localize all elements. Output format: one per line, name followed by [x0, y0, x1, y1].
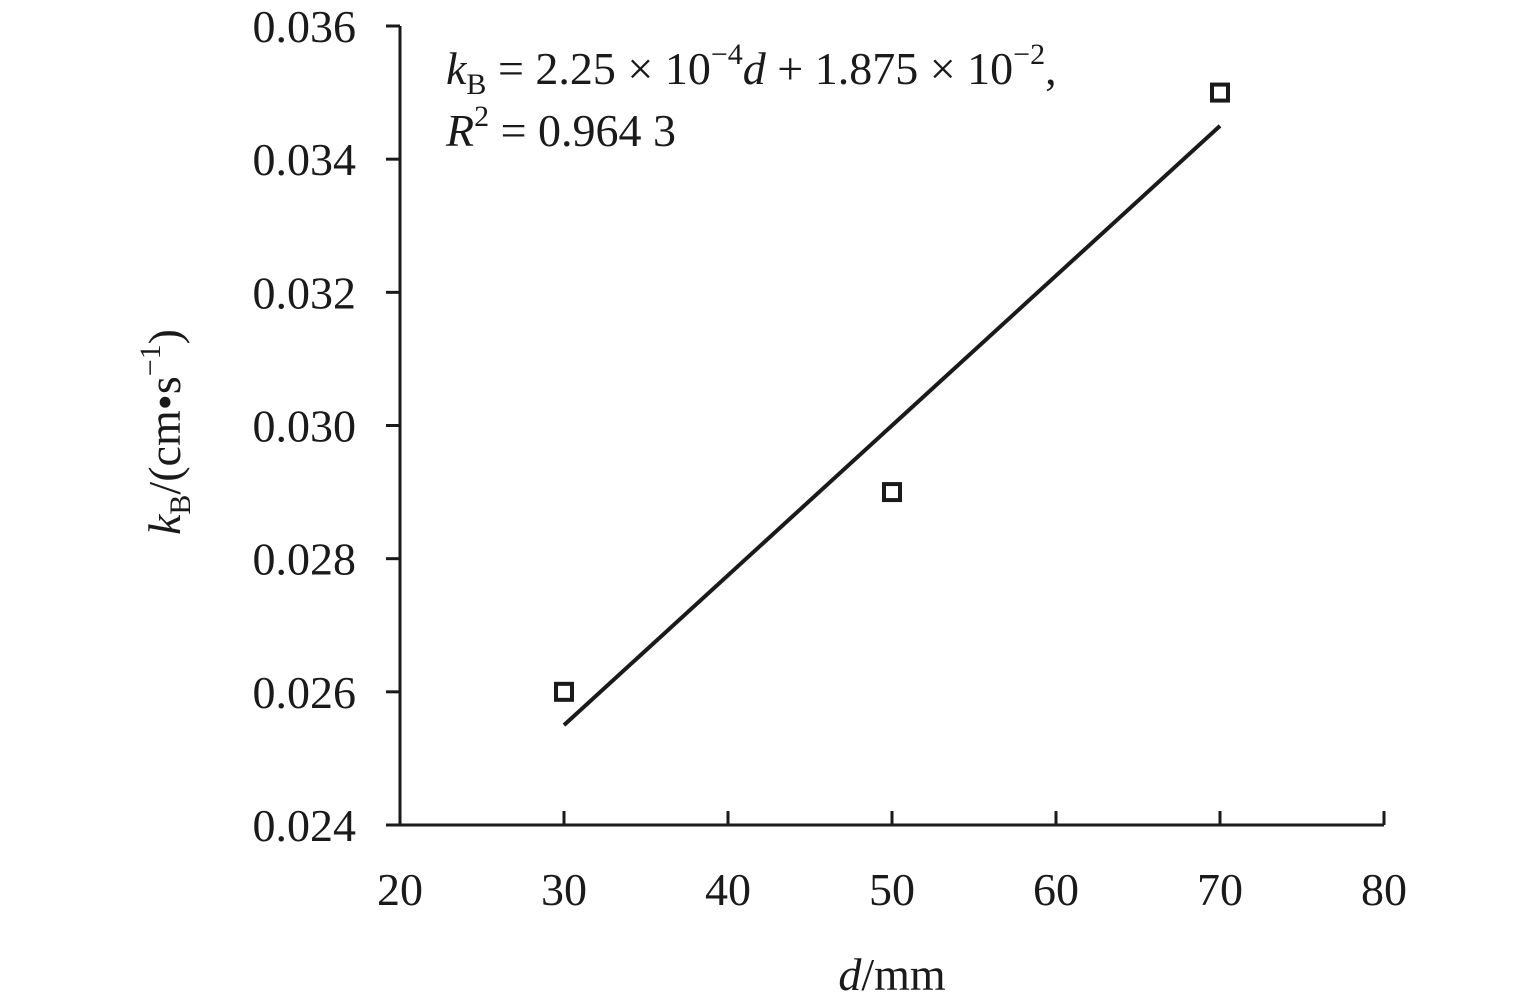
y-tick-label: 0.034: [253, 134, 357, 185]
r2-value: = 0.964 3: [489, 105, 676, 156]
y-tick-label: 0.028: [253, 534, 357, 585]
eq-lhs-var: k: [446, 43, 468, 94]
y-axis-ticks: 0.024 0.026 0.028 0.030 0.032 0.034 0.036: [253, 1, 400, 851]
plot-area: 0.024 0.026 0.028 0.030 0.032 0.034 0.036 20 30…: [253, 1, 1408, 915]
x-title-var: d: [838, 949, 862, 1000]
fit-line: [562, 124, 1222, 727]
x-tick-label: 80: [1361, 864, 1407, 915]
y-tick-label: 0.026: [253, 667, 357, 718]
y-title-unit-open: /(cm•s: [139, 376, 190, 494]
y-tick-label: 0.032: [253, 267, 357, 318]
data-point: [554, 681, 574, 702]
data-point: [882, 482, 902, 503]
y-title-unit-sup: −1: [134, 344, 167, 376]
r2-sup: 2: [474, 100, 489, 133]
x-tick-label: 30: [541, 864, 587, 915]
r2-var: R: [445, 105, 474, 156]
eq-trail: ,: [1045, 43, 1057, 94]
eq-coef1: 2.25 × 10: [535, 43, 710, 94]
r-squared: R2 = 0.964 3: [445, 100, 676, 156]
eq-exp1: −4: [711, 38, 743, 71]
x-axis-title: d/mm: [838, 949, 946, 1000]
y-axis-title: kB/(cm•s−1): [134, 329, 197, 535]
x-title-unit: /mm: [861, 949, 946, 1000]
data-points: [554, 82, 1230, 702]
eq-var: d: [743, 43, 767, 94]
eq-plus: +: [766, 43, 815, 94]
fit-line-group: [562, 124, 1222, 727]
x-tick-label: 50: [869, 864, 915, 915]
x-tick-label: 20: [377, 864, 423, 915]
y-title-unit-close: ): [139, 329, 190, 344]
y-title-var: k: [139, 513, 190, 535]
fit-equation: kB = 2.25 × 10−4d + 1.875 × 10−2,: [446, 38, 1057, 101]
y-tick-label: 0.030: [253, 401, 357, 452]
x-tick-label: 70: [1197, 864, 1243, 915]
x-axis-ticks: 20 30 40 50 60 70 80: [377, 811, 1407, 915]
x-tick-label: 60: [1033, 864, 1079, 915]
eq-lhs-sub: B: [466, 68, 486, 101]
y-tick-label: 0.024: [253, 800, 357, 851]
y-tick-label: 0.036: [253, 1, 357, 52]
eq-exp2: −2: [1013, 38, 1045, 71]
eq-coef2: 1.875 × 10: [815, 43, 1013, 94]
y-title-sub: B: [164, 495, 197, 515]
eq-equals: =: [486, 43, 535, 94]
data-point: [1210, 82, 1230, 103]
x-tick-label: 40: [705, 864, 751, 915]
